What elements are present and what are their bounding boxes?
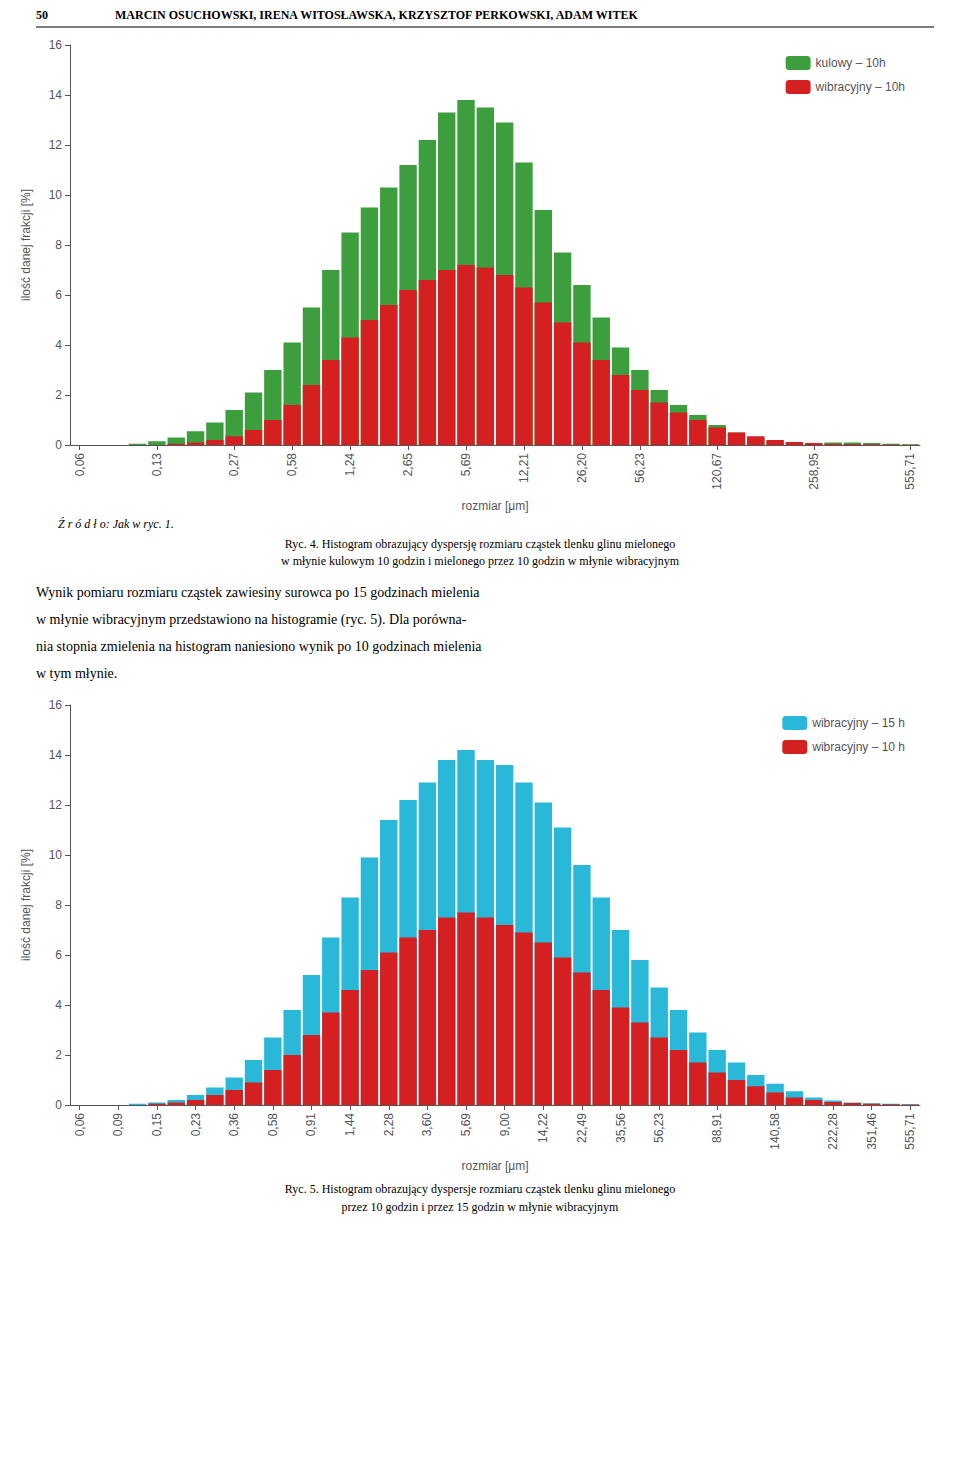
svg-text:14: 14 (49, 88, 63, 102)
svg-text:351,46: 351,46 (865, 1113, 879, 1150)
svg-text:5,69: 5,69 (459, 1113, 473, 1137)
svg-text:0,27: 0,27 (227, 453, 241, 477)
svg-text:2,28: 2,28 (382, 1113, 396, 1137)
svg-text:222,28: 222,28 (826, 1113, 840, 1150)
svg-text:0,09: 0,09 (111, 1113, 125, 1137)
svg-text:14,22: 14,22 (536, 1113, 550, 1143)
svg-text:0,91: 0,91 (304, 1113, 318, 1137)
svg-text:140,58: 140,58 (768, 1113, 782, 1150)
svg-text:10: 10 (49, 188, 63, 202)
svg-text:Wynik pomiaru rozmiaru cząstek: Wynik pomiaru rozmiaru cząstek zawiesiny… (36, 585, 480, 600)
svg-text:6: 6 (55, 948, 62, 962)
svg-text:4: 4 (55, 338, 62, 352)
svg-text:0,36: 0,36 (227, 1113, 241, 1137)
svg-text:0,06: 0,06 (73, 453, 87, 477)
svg-text:0,58: 0,58 (285, 453, 299, 477)
svg-text:kulowy – 10h: kulowy – 10h (816, 56, 886, 70)
svg-text:12: 12 (49, 138, 63, 152)
svg-text:555,71: 555,71 (903, 453, 917, 490)
svg-text:258,95: 258,95 (807, 453, 821, 490)
svg-text:50: 50 (36, 8, 48, 22)
svg-text:rozmiar [μm]: rozmiar [μm] (462, 499, 529, 513)
svg-text:Ryc. 5. Histogram obrazujący d: Ryc. 5. Histogram obrazujący dyspersje r… (285, 1182, 675, 1196)
svg-text:12,21: 12,21 (517, 453, 531, 483)
svg-text:1,44: 1,44 (343, 1113, 357, 1137)
svg-text:wibracyjny – 10 h: wibracyjny – 10 h (811, 740, 905, 754)
svg-text:ilość danej frakcji [%]: ilość danej frakcji [%] (19, 849, 33, 961)
svg-text:przez 10 godzin i przez 15 god: przez 10 godzin i przez 15 godzin w młyn… (342, 1200, 620, 1214)
svg-text:35,56: 35,56 (614, 1113, 628, 1143)
svg-text:MARCIN OSUCHOWSKI, IRENA WITOS: MARCIN OSUCHOWSKI, IRENA WITOSŁAWSKA, KR… (115, 8, 638, 22)
svg-text:5,69: 5,69 (459, 453, 473, 477)
svg-text:0: 0 (55, 1098, 62, 1112)
svg-text:88,91: 88,91 (710, 1113, 724, 1143)
svg-text:0,13: 0,13 (150, 453, 164, 477)
svg-text:8: 8 (55, 238, 62, 252)
svg-text:56,23: 56,23 (652, 1113, 666, 1143)
svg-text:nia stopnia zmielenia na histo: nia stopnia zmielenia na histogram nanie… (36, 639, 482, 654)
svg-text:rozmiar [μm]: rozmiar [μm] (462, 1159, 529, 1173)
svg-text:2,65: 2,65 (401, 453, 415, 477)
svg-text:w tym młynie.: w tym młynie. (36, 666, 117, 681)
svg-text:16: 16 (49, 698, 63, 712)
svg-text:wibracyjny – 15 h: wibracyjny – 15 h (811, 716, 905, 730)
svg-text:Ryc. 4. Histogram obrazujący d: Ryc. 4. Histogram obrazujący dyspersję r… (285, 537, 675, 551)
svg-text:9,00: 9,00 (498, 1113, 512, 1137)
svg-text:56,23: 56,23 (633, 453, 647, 483)
svg-text:4: 4 (55, 998, 62, 1012)
svg-text:10: 10 (49, 848, 63, 862)
svg-text:16: 16 (49, 38, 63, 52)
svg-text:0: 0 (55, 438, 62, 452)
svg-text:14: 14 (49, 748, 63, 762)
svg-text:2: 2 (55, 1048, 62, 1062)
svg-text:22,49: 22,49 (575, 1113, 589, 1143)
svg-text:0,06: 0,06 (73, 1113, 87, 1137)
svg-text:6: 6 (55, 288, 62, 302)
svg-text:3,60: 3,60 (420, 1113, 434, 1137)
svg-text:0,15: 0,15 (150, 1113, 164, 1137)
svg-text:12: 12 (49, 798, 63, 812)
svg-text:2: 2 (55, 388, 62, 402)
svg-text:120,67: 120,67 (710, 453, 724, 490)
svg-text:w młynie kulowym 10 godzin i m: w młynie kulowym 10 godzin i mielonego p… (281, 554, 680, 568)
svg-text:w młynie wibracyjnym przedstaw: w młynie wibracyjnym przedstawiono na hi… (36, 612, 467, 628)
svg-text:1,24: 1,24 (343, 453, 357, 477)
svg-text:0,58: 0,58 (266, 1113, 280, 1137)
svg-text:555,71: 555,71 (903, 1113, 917, 1150)
svg-text:Ź r ó d ł o: Jak w ryc. 1.: Ź r ó d ł o: Jak w ryc. 1. (58, 517, 174, 531)
svg-text:8: 8 (55, 898, 62, 912)
svg-text:wibracyjny – 10h: wibracyjny – 10h (815, 80, 905, 94)
svg-text:ilość danej frakcji [%]: ilość danej frakcji [%] (19, 189, 33, 301)
svg-text:26,20: 26,20 (575, 453, 589, 483)
svg-text:0,23: 0,23 (189, 1113, 203, 1137)
